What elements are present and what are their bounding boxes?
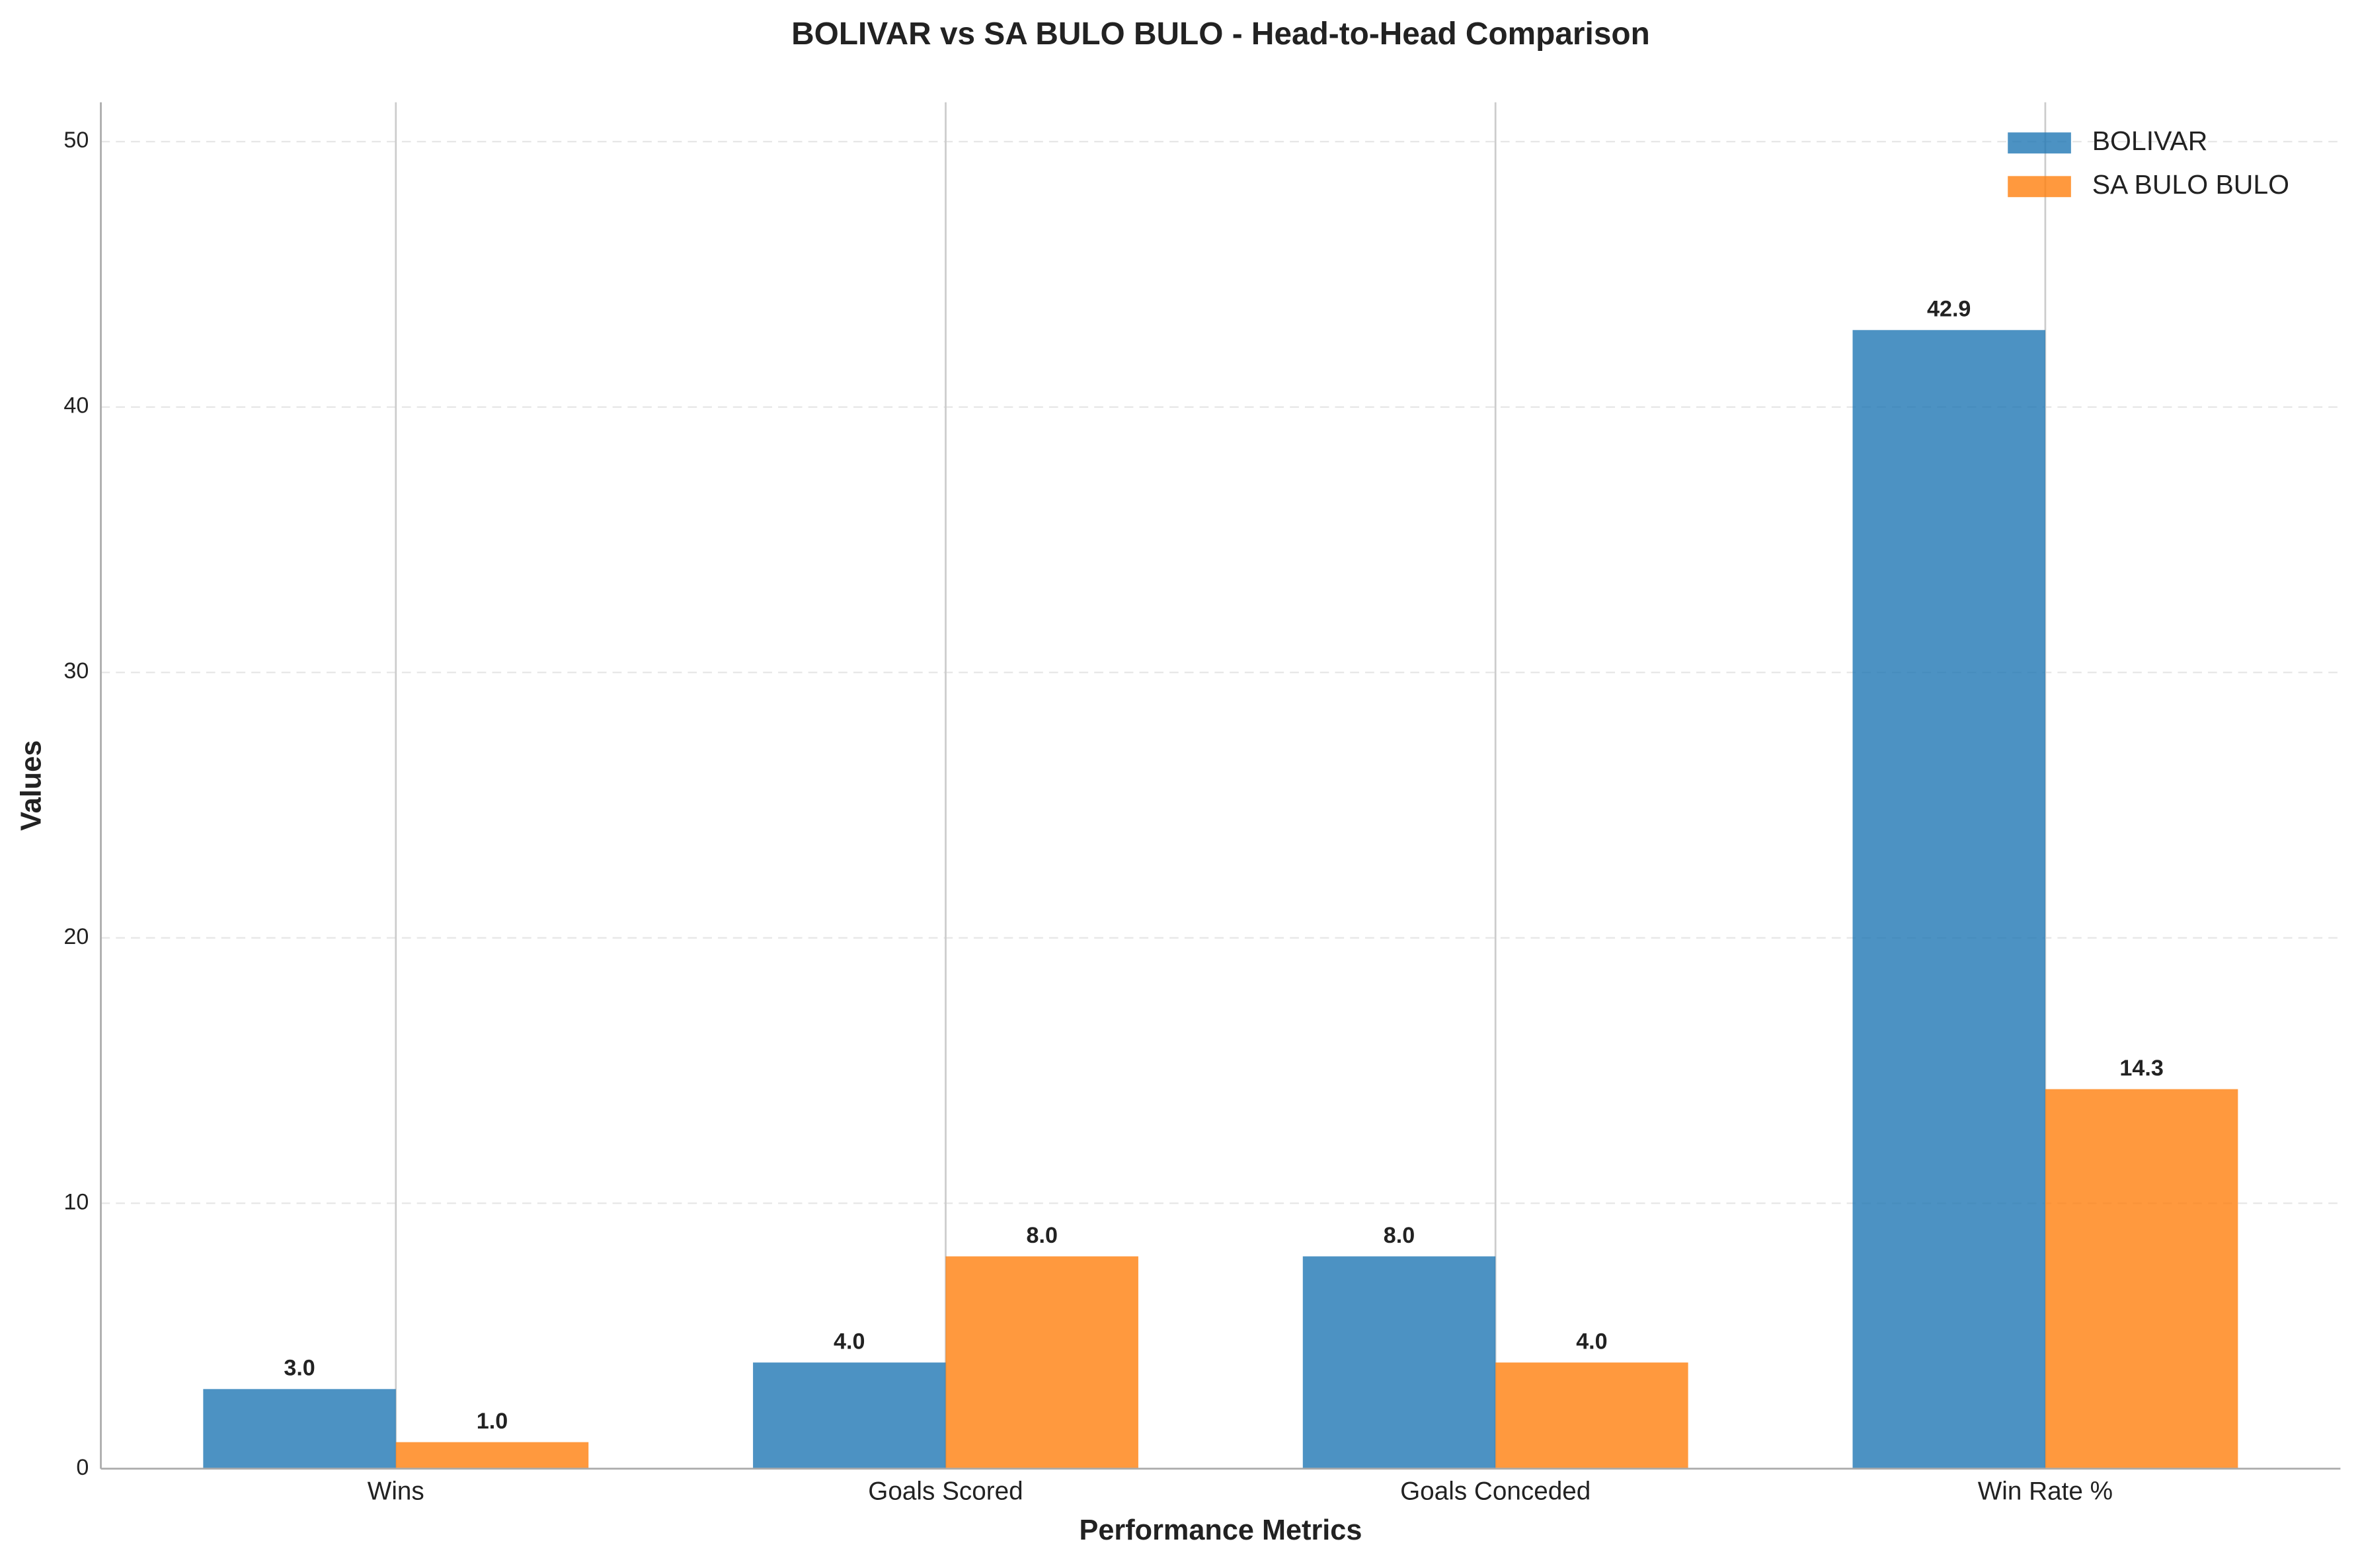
x-axis-label: Performance Metrics — [1080, 1514, 1362, 1546]
y-tick-label: 30 — [63, 658, 89, 684]
legend-swatch — [2008, 132, 2071, 154]
bar — [753, 1362, 946, 1469]
bar — [1302, 1256, 1496, 1469]
bar — [1852, 330, 2045, 1469]
x-tick-label: Goals Conceded — [1400, 1477, 1591, 1505]
value-label: 4.0 — [834, 1329, 865, 1354]
value-label: 4.0 — [1576, 1329, 1607, 1354]
value-label: 3.0 — [284, 1356, 315, 1381]
x-tick-label: Wins — [368, 1477, 424, 1505]
value-label: 1.0 — [477, 1409, 508, 1434]
y-tick-label: 40 — [63, 393, 89, 418]
x-tick-label: Goals Scored — [868, 1477, 1023, 1505]
bar — [1495, 1362, 1688, 1469]
bar — [945, 1256, 1138, 1469]
y-tick-label: 50 — [63, 128, 89, 153]
legend-label: BOLIVAR — [2092, 126, 2208, 156]
y-tick-label: 0 — [76, 1455, 89, 1480]
y-tick-label: 20 — [63, 924, 89, 949]
value-label: 14.3 — [2119, 1056, 2163, 1081]
value-label: 8.0 — [1384, 1223, 1415, 1248]
bar — [395, 1442, 589, 1469]
chart-title: BOLIVAR vs SA BULO BULO - Head-to-Head C… — [791, 17, 1650, 52]
value-label: 8.0 — [1026, 1223, 1057, 1248]
legend-swatch — [2008, 176, 2071, 198]
bar — [203, 1389, 396, 1469]
y-axis-label: Values — [16, 740, 48, 831]
value-label: 42.9 — [1927, 297, 1971, 322]
legend-label: SA BULO BULO — [2092, 169, 2289, 200]
bar — [2045, 1089, 2238, 1469]
x-tick-label: Win Rate % — [1978, 1477, 2113, 1505]
y-tick-label: 10 — [63, 1189, 89, 1214]
